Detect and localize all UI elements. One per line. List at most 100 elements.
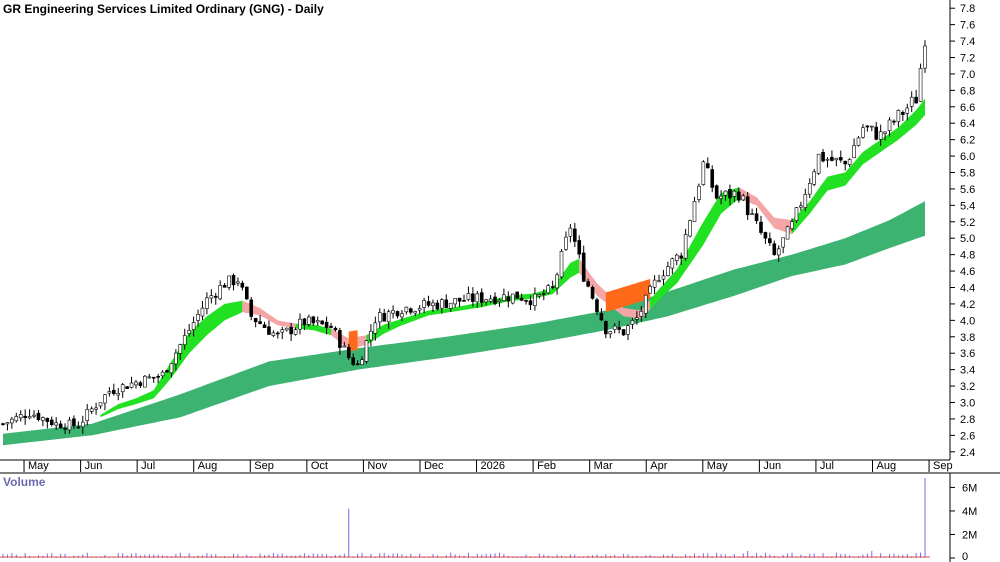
candle-body	[475, 293, 480, 303]
candle-body	[462, 300, 466, 302]
candle-body	[807, 183, 812, 195]
price-tick-label: 3.8	[960, 332, 975, 344]
candle-body	[466, 293, 471, 300]
price-tick-label: 6.6	[960, 102, 975, 114]
candle-body	[18, 414, 23, 419]
candle-body	[1, 423, 5, 425]
candle-body	[329, 325, 333, 328]
candle-body	[599, 313, 604, 321]
candle-body	[422, 300, 426, 308]
price-tick-label: 6.0	[960, 151, 975, 163]
candle-body	[280, 329, 285, 333]
price-tick-label: 7.6	[960, 20, 975, 32]
date-tick-label: Jul	[141, 460, 155, 472]
candle-body	[444, 299, 449, 308]
candle-body	[666, 266, 670, 277]
candle-body	[333, 327, 338, 331]
candle-body	[435, 302, 440, 310]
price-tick-label: 6.8	[960, 85, 975, 97]
candle-body	[750, 213, 754, 216]
candle-body	[165, 370, 169, 373]
candle-body	[519, 297, 524, 301]
candle-body	[440, 299, 444, 309]
price-tick-label: 7.0	[960, 69, 975, 81]
candle-body	[196, 314, 200, 321]
date-tick-label: Sep	[254, 460, 274, 472]
candle-body	[705, 163, 710, 169]
date-axis-ticks: May Jun Jul Aug Sep Oct Nov Dec 2026 Feb Mar Apr May…	[23, 460, 953, 472]
candle-body	[302, 318, 307, 326]
candle-body	[883, 131, 887, 134]
short-ema-bullish-segment	[100, 300, 243, 418]
candle-body	[595, 299, 599, 312]
candle-body	[648, 286, 652, 294]
date-tick-label: Nov	[367, 460, 387, 472]
price-tick-label: 3.0	[960, 398, 975, 410]
candle-body	[54, 422, 58, 426]
candle-body	[674, 254, 679, 262]
candle-body	[209, 295, 214, 299]
candle-body	[160, 371, 165, 377]
candle-body	[85, 409, 90, 421]
candle-body	[643, 294, 648, 314]
candle-body	[541, 293, 546, 295]
candle-body	[103, 394, 107, 404]
candle-body	[843, 160, 848, 165]
candle-body	[710, 169, 715, 188]
candle-body	[803, 194, 808, 208]
candle-body	[887, 119, 892, 131]
long-ema-ribbon	[3, 201, 925, 446]
candle-body	[271, 332, 276, 336]
candle-body	[692, 200, 697, 222]
date-tick-label: Sep	[933, 460, 953, 472]
candle-body	[790, 221, 794, 229]
candle-body	[227, 275, 231, 288]
candle-body	[400, 313, 404, 318]
candle-body	[49, 419, 54, 425]
volume-tick-label: 0	[962, 551, 968, 562]
price-bars	[1, 40, 927, 435]
short-ema-bearish-segment	[738, 187, 792, 235]
candle-body	[546, 285, 551, 294]
candle-body	[630, 320, 635, 325]
candle-body	[409, 308, 413, 313]
candle-body	[896, 110, 901, 122]
candle-body	[484, 299, 488, 303]
candle-body	[395, 311, 400, 317]
candle-body	[311, 316, 316, 324]
candle-body	[604, 320, 608, 335]
short-ema-bullish-segment	[792, 98, 925, 235]
candle-body	[169, 363, 174, 374]
date-tick-label: May	[28, 460, 49, 472]
candle-body	[360, 359, 364, 365]
candle-body	[577, 240, 582, 255]
price-axis-ticks: 7.8 7.6 7.4 7.2 7.0 6.8 6.6 6.4 6.2 6.0 5.8 5.6 5.4 5…	[950, 3, 975, 459]
candle-body	[878, 131, 883, 140]
candle-body	[116, 392, 121, 396]
candle-body	[431, 302, 435, 306]
candle-body	[816, 153, 821, 174]
candle-body	[58, 423, 63, 429]
date-tick-label: Oct	[311, 460, 328, 472]
candle-body	[14, 416, 19, 422]
candle-body	[719, 195, 723, 199]
candle-body	[373, 322, 378, 334]
candle-body	[506, 296, 511, 302]
candle-body	[626, 325, 630, 335]
candle-body	[617, 327, 621, 330]
candle-body	[453, 297, 457, 305]
candle-body	[236, 281, 240, 284]
volume-bars	[0, 478, 930, 558]
candle-body	[307, 316, 311, 325]
candle-body	[528, 300, 533, 306]
candle-body	[612, 325, 617, 330]
price-tick-label: 2.6	[960, 430, 975, 442]
price-tick-label: 7.4	[960, 36, 975, 48]
candle-body	[564, 236, 568, 250]
candle-body	[471, 293, 475, 302]
volume-tick-label: 2M	[962, 529, 977, 541]
candle-body	[847, 159, 852, 165]
candle-body	[772, 243, 777, 255]
candle-body	[205, 297, 209, 309]
